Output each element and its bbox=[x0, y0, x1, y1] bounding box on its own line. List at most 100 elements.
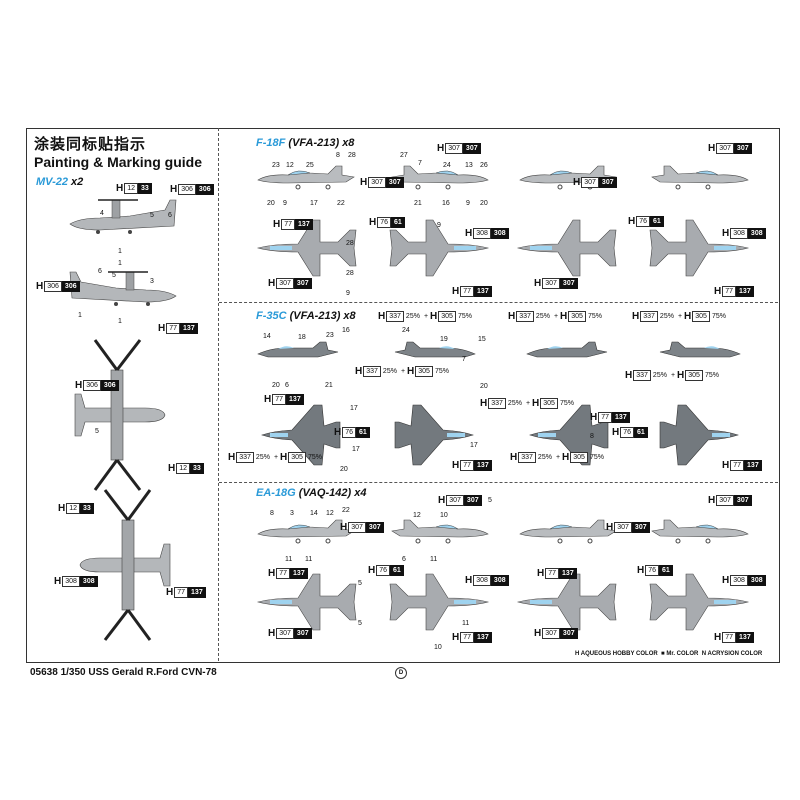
paint-mix-label: H 337 25% + H 305 75% bbox=[625, 370, 721, 381]
color-chip: H 306 306 bbox=[36, 281, 80, 292]
mr-color-code: 137 bbox=[559, 568, 577, 579]
hobby-color-code: 76 bbox=[376, 565, 391, 576]
hobby-color-code: 77 bbox=[730, 460, 745, 471]
mr-color-code: 33 bbox=[138, 183, 152, 194]
color-chip: H 12 33 bbox=[168, 463, 204, 474]
hobby-color-code: 308 bbox=[473, 228, 491, 239]
hobby-color-marker: H bbox=[407, 365, 415, 377]
part-callout-number: 21 bbox=[414, 200, 422, 207]
hobby-color-code: 77 bbox=[276, 568, 291, 579]
hobby-color-code: 77 bbox=[722, 632, 737, 643]
hobby-color-marker: H bbox=[36, 280, 44, 292]
mr-color-code: 307 bbox=[598, 177, 617, 188]
hobby-color-marker: H bbox=[637, 564, 645, 576]
part-callout-number: 23 bbox=[326, 332, 334, 339]
mix-percent: 75% bbox=[307, 454, 322, 461]
color-chip: H 77 137 bbox=[452, 460, 492, 471]
color-chip: H 307 307 bbox=[573, 177, 617, 188]
mix-percent: 25% bbox=[405, 313, 420, 320]
part-callout-number: 22 bbox=[337, 200, 345, 207]
color-chip: H 308 308 bbox=[465, 228, 509, 239]
mr-color-code: 61 bbox=[391, 217, 405, 228]
mr-color-code: 307 bbox=[385, 177, 404, 188]
color-chip: H 77 137 bbox=[166, 587, 206, 598]
hobby-color-marker: H bbox=[360, 176, 368, 188]
color-chip: H 306 306 bbox=[75, 380, 119, 391]
color-code: 337 bbox=[633, 370, 651, 381]
hobby-color-marker: H bbox=[722, 574, 730, 586]
paint-mix-label: H 337 25% + H 305 75% bbox=[632, 311, 728, 322]
hobby-color-marker: H bbox=[590, 411, 598, 423]
hobby-color-marker: H bbox=[340, 521, 348, 533]
color-chip: H 77 137 bbox=[714, 632, 754, 643]
color-chip: H 77 137 bbox=[452, 286, 492, 297]
page-mark: D bbox=[395, 667, 407, 679]
part-callout-number: 11 bbox=[285, 556, 293, 563]
mr-color-code: 61 bbox=[390, 565, 404, 576]
part-callout-number: 9 bbox=[283, 200, 287, 207]
part-callout-number: 6 bbox=[285, 382, 289, 389]
part-callout-number: 14 bbox=[263, 333, 271, 340]
hobby-color-marker: H bbox=[532, 397, 540, 409]
color-legend: H AQUEOUS HOBBY COLOR ■ Mr. COLOR N ACRY… bbox=[575, 651, 763, 657]
color-chip: H 76 61 bbox=[334, 427, 370, 438]
color-chip: H 307 307 bbox=[268, 628, 312, 639]
hobby-color-marker: H bbox=[684, 310, 692, 322]
part-callout-number: 9 bbox=[466, 200, 470, 207]
mr-color-code: 137 bbox=[180, 323, 198, 334]
color-chip: H 77 137 bbox=[714, 286, 754, 297]
mr-color-code: 308 bbox=[747, 575, 766, 586]
hobby-color-marker: H bbox=[573, 176, 581, 188]
color-chip: H 307 307 bbox=[534, 278, 578, 289]
color-chip: H 306 306 bbox=[170, 184, 214, 195]
mix-percent: 25% bbox=[535, 313, 550, 320]
color-code: 337 bbox=[516, 311, 534, 322]
color-code: 337 bbox=[386, 311, 404, 322]
hobby-color-marker: H bbox=[625, 369, 633, 381]
mr-color-code: 307 bbox=[462, 143, 481, 154]
color-code: 305 bbox=[540, 398, 558, 409]
paint-mix-label: H 337 25% + H 305 75% bbox=[480, 398, 576, 409]
hobby-color-marker: H bbox=[722, 459, 730, 471]
color-chip: H 307 307 bbox=[708, 495, 752, 506]
mr-color-code: 137 bbox=[286, 394, 304, 405]
plus-sign: + bbox=[677, 313, 683, 320]
hobby-color-code: 77 bbox=[460, 460, 475, 471]
part-callout-number: 24 bbox=[402, 327, 410, 334]
hobby-color-marker: H bbox=[437, 142, 445, 154]
hobby-color-code: 307 bbox=[614, 522, 632, 533]
hobby-color-marker: H bbox=[58, 502, 66, 514]
mr-color-code: 307 bbox=[631, 522, 650, 533]
mr-color-code: 137 bbox=[736, 632, 754, 643]
mix-percent: 25% bbox=[255, 454, 270, 461]
title-chinese: 涂装同标贴指示 bbox=[34, 136, 147, 153]
plus-sign: + bbox=[423, 313, 429, 320]
hobby-color-marker: H bbox=[465, 574, 473, 586]
hobby-color-code: 307 bbox=[445, 143, 463, 154]
hobby-color-marker: H bbox=[465, 227, 473, 239]
color-code: 337 bbox=[518, 452, 536, 463]
hobby-color-code: 76 bbox=[620, 427, 635, 438]
ea18g-top-1 bbox=[257, 573, 357, 631]
hobby-color-marker: H bbox=[632, 310, 640, 322]
part-callout-number: 27 bbox=[400, 152, 408, 159]
part-callout-number: 13 bbox=[465, 162, 473, 169]
part-callout-number: 1 bbox=[78, 312, 82, 319]
hobby-color-code: 307 bbox=[368, 177, 386, 188]
ea18g-side-left-2 bbox=[519, 519, 617, 544]
hobby-color-marker: H bbox=[158, 322, 166, 334]
part-callout-number: 20 bbox=[480, 200, 488, 207]
part-callout-number: 6 bbox=[98, 268, 102, 275]
part-callout-number: 5 bbox=[150, 212, 154, 219]
color-chip: H 308 308 bbox=[722, 228, 766, 239]
hobby-color-marker: H bbox=[170, 183, 178, 195]
plus-sign: + bbox=[525, 400, 531, 407]
hobby-color-code: 307 bbox=[276, 278, 294, 289]
hobby-color-code: 76 bbox=[645, 565, 660, 576]
mix-percent: 75% bbox=[589, 454, 604, 461]
f35c-side-left-1 bbox=[257, 341, 339, 358]
hobby-color-code: 307 bbox=[716, 495, 734, 506]
mr-color-code: 137 bbox=[188, 587, 206, 598]
hobby-color-marker: H bbox=[714, 285, 722, 297]
color-code: 305 bbox=[685, 370, 703, 381]
